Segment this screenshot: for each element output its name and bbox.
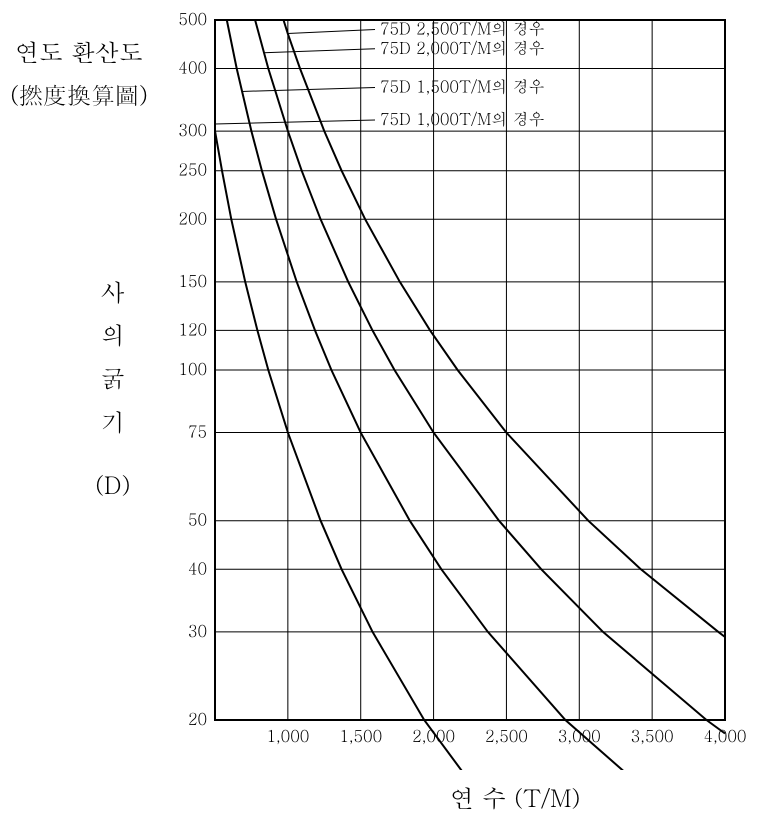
y-tick-label: 500 [178,10,207,30]
y-tick-label: 20 [188,707,207,730]
x-axis-label: 연 수 (T/M) [450,780,581,814]
page-root: 연도 환산도 (撚度換算圖) 사 의 굵 기 (D) 연 수 (T/M) 1,0… [0,0,776,834]
callout-leader [288,29,375,33]
ylabel-char-2: 의 [95,313,131,356]
x-tick-label: 2,000 [412,724,455,747]
title-line-2: (撚度換算圖) [10,73,148,116]
x-tick-label: 3,500 [631,724,674,747]
y-tick-label: 200 [178,206,207,229]
x-tick-label: 1,500 [339,724,382,747]
y-tick-label: 30 [188,619,207,642]
series-curve [215,131,725,770]
y-tick-label: 150 [178,269,207,292]
callout-leader [264,49,375,53]
y-tick-label: 40 [188,556,207,579]
series-label: 75D 2,000T/M의 경우 [380,36,545,59]
chart-title: 연도 환산도 (撚度換算圖) [10,30,148,116]
series-label: 75D 1,500T/M의 경우 [380,74,545,97]
chart-svg: 1,000 1,500 2,000 2,500 3,000 3,500 4,000 20 30 4… [165,10,755,770]
chart-area: 1,000 1,500 2,000 2,500 3,000 3,500 4,000 20 30 4… [165,10,755,770]
y-tick-label: 120 [178,317,207,340]
x-tick-label: 1,000 [266,724,309,747]
x-tick-label: 3,000 [558,724,601,747]
ylabel-char-4: 기 [95,400,131,443]
y-tick-label: 100 [178,357,207,380]
y-axis-label: 사 의 굵 기 (D) [95,270,131,506]
y-tick-label: 50 [188,508,207,531]
x-tick-label: 2,500 [485,724,528,747]
y-tick-label: 75 [188,420,207,443]
ylabel-char-3: 굵 [95,356,131,399]
ylabel-unit: (D) [95,463,131,506]
title-line-1: 연도 환산도 [10,30,148,73]
callout-leader [215,120,375,124]
y-tick-label: 400 [178,56,207,79]
x-tick-label: 4,000 [704,724,747,747]
ylabel-char-1: 사 [95,270,131,313]
y-tick-label: 250 [178,158,207,181]
y-tick-label: 300 [178,118,207,141]
series-label: 75D 1,000T/M의 경우 [380,107,545,130]
